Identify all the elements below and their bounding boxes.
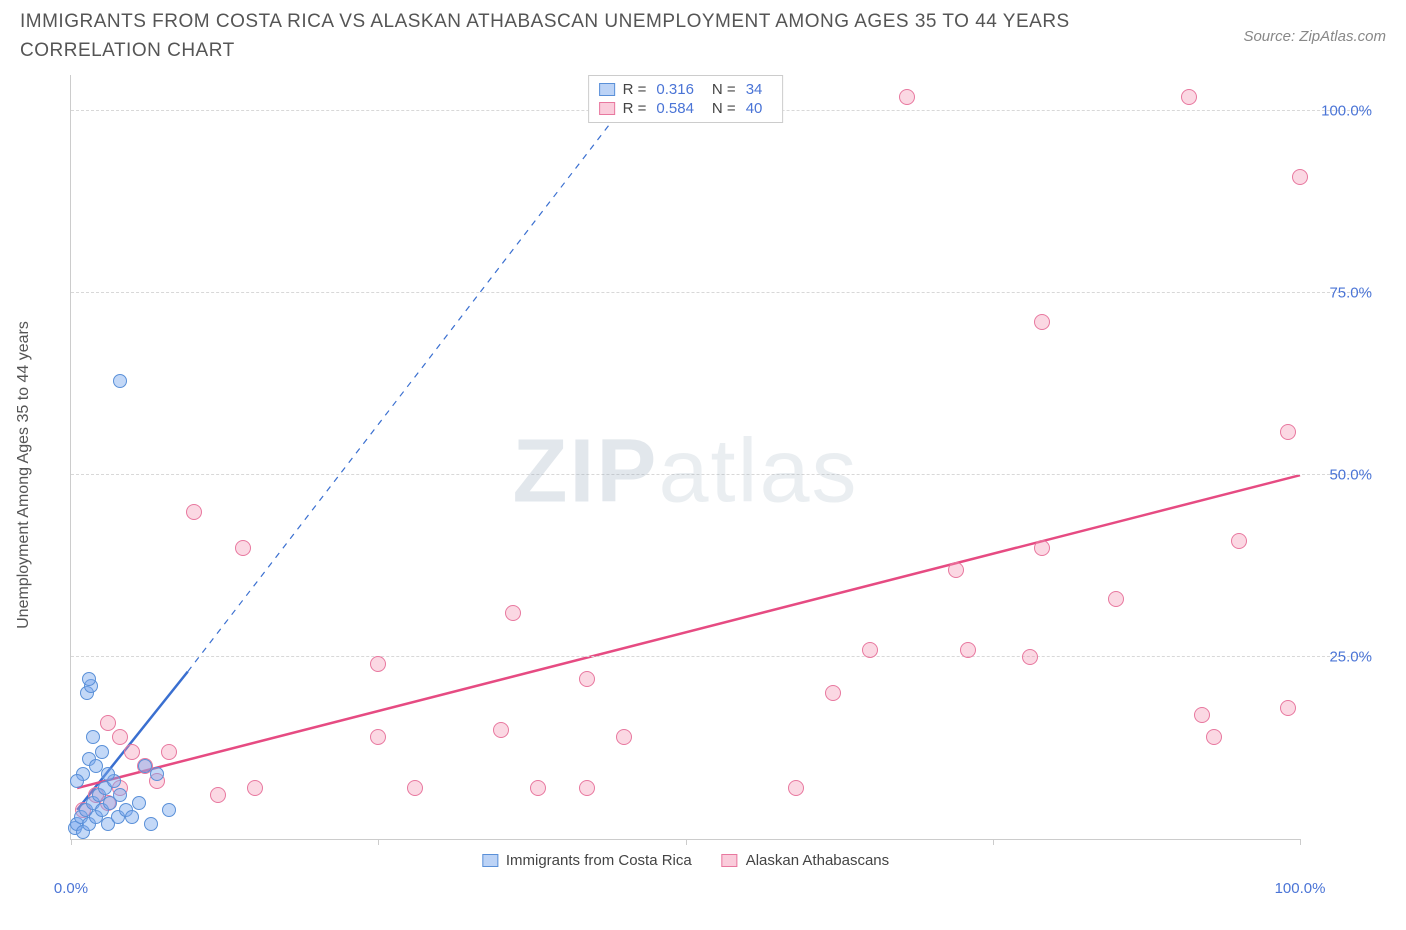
data-point [493,722,509,738]
legend-item-blue: Immigrants from Costa Rica [482,852,692,869]
r-value-pink: 0.584 [656,100,694,117]
data-point [899,89,915,105]
data-point [825,685,841,701]
data-point [1206,729,1222,745]
data-point [161,744,177,760]
ytick-label: 25.0% [1307,649,1372,666]
legend-label: Immigrants from Costa Rica [506,852,692,869]
data-point [370,729,386,745]
data-point [788,780,804,796]
data-point [370,656,386,672]
xtick [71,839,72,845]
data-point [86,730,100,744]
correlation-legend: R = 0.316 N = 34 R = 0.584 N = 40 [588,75,784,123]
gridline-h [71,292,1370,293]
swatch-icon [482,854,498,867]
data-point [112,729,128,745]
data-point [101,767,115,781]
data-point [1108,591,1124,607]
data-point [1022,649,1038,665]
legend-item-pink: Alaskan Athabascans [722,852,889,869]
xtick [378,839,379,845]
swatch-icon [722,854,738,867]
data-point [247,780,263,796]
data-point [150,767,164,781]
r-label: R = [623,100,647,117]
data-point [960,642,976,658]
series-legend: Immigrants from Costa Rica Alaskan Athab… [482,852,889,869]
legend-row-blue: R = 0.316 N = 34 [599,80,773,99]
regression-line [188,90,637,672]
regression-line [77,475,1300,788]
data-point [862,642,878,658]
plot-region: ZIPatlas R = 0.316 N = 34 R = 0.584 N = … [70,75,1300,840]
data-point [579,780,595,796]
data-point [82,672,96,686]
data-point [235,540,251,556]
data-point [948,562,964,578]
data-point [1280,700,1296,716]
xtick [686,839,687,845]
data-point [186,504,202,520]
data-point [70,774,84,788]
gridline-h [71,474,1370,475]
data-point [407,780,423,796]
ytick-label: 100.0% [1307,103,1372,120]
data-point [125,810,139,824]
n-value-pink: 40 [746,100,763,117]
chart-area: Unemployment Among Ages 35 to 44 years Z… [60,75,1380,875]
xtick-label: 0.0% [54,880,88,897]
data-point [124,744,140,760]
data-point [530,780,546,796]
data-point [1280,424,1296,440]
data-point [113,788,127,802]
data-point [95,745,109,759]
data-point [100,715,116,731]
data-point [1292,169,1308,185]
gridline-h [71,656,1370,657]
data-point [1034,314,1050,330]
data-point [505,605,521,621]
legend-row-pink: R = 0.584 N = 40 [599,99,773,118]
data-point [1181,89,1197,105]
r-label: R = [623,81,647,98]
legend-label: Alaskan Athabascans [746,852,889,869]
data-point [210,787,226,803]
xtick [993,839,994,845]
y-axis-label: Unemployment Among Ages 35 to 44 years [15,321,33,629]
n-label: N = [712,81,736,98]
data-point [1034,540,1050,556]
data-point [579,671,595,687]
regression-lines-svg [71,75,1300,839]
xtick-label: 100.0% [1275,880,1326,897]
xtick [1300,839,1301,845]
r-value-blue: 0.316 [656,81,694,98]
ytick-label: 50.0% [1307,467,1372,484]
n-value-blue: 34 [746,81,763,98]
data-point [132,796,146,810]
data-point [144,817,158,831]
data-point [1194,707,1210,723]
n-label: N = [712,100,736,117]
data-point [113,374,127,388]
data-point [1231,533,1247,549]
chart-title: IMMIGRANTS FROM COSTA RICA VS ALASKAN AT… [20,8,1120,65]
source-attribution: Source: ZipAtlas.com [1243,28,1386,45]
data-point [162,803,176,817]
ytick-label: 75.0% [1307,285,1372,302]
swatch-icon [599,83,615,96]
swatch-icon [599,102,615,115]
data-point [616,729,632,745]
